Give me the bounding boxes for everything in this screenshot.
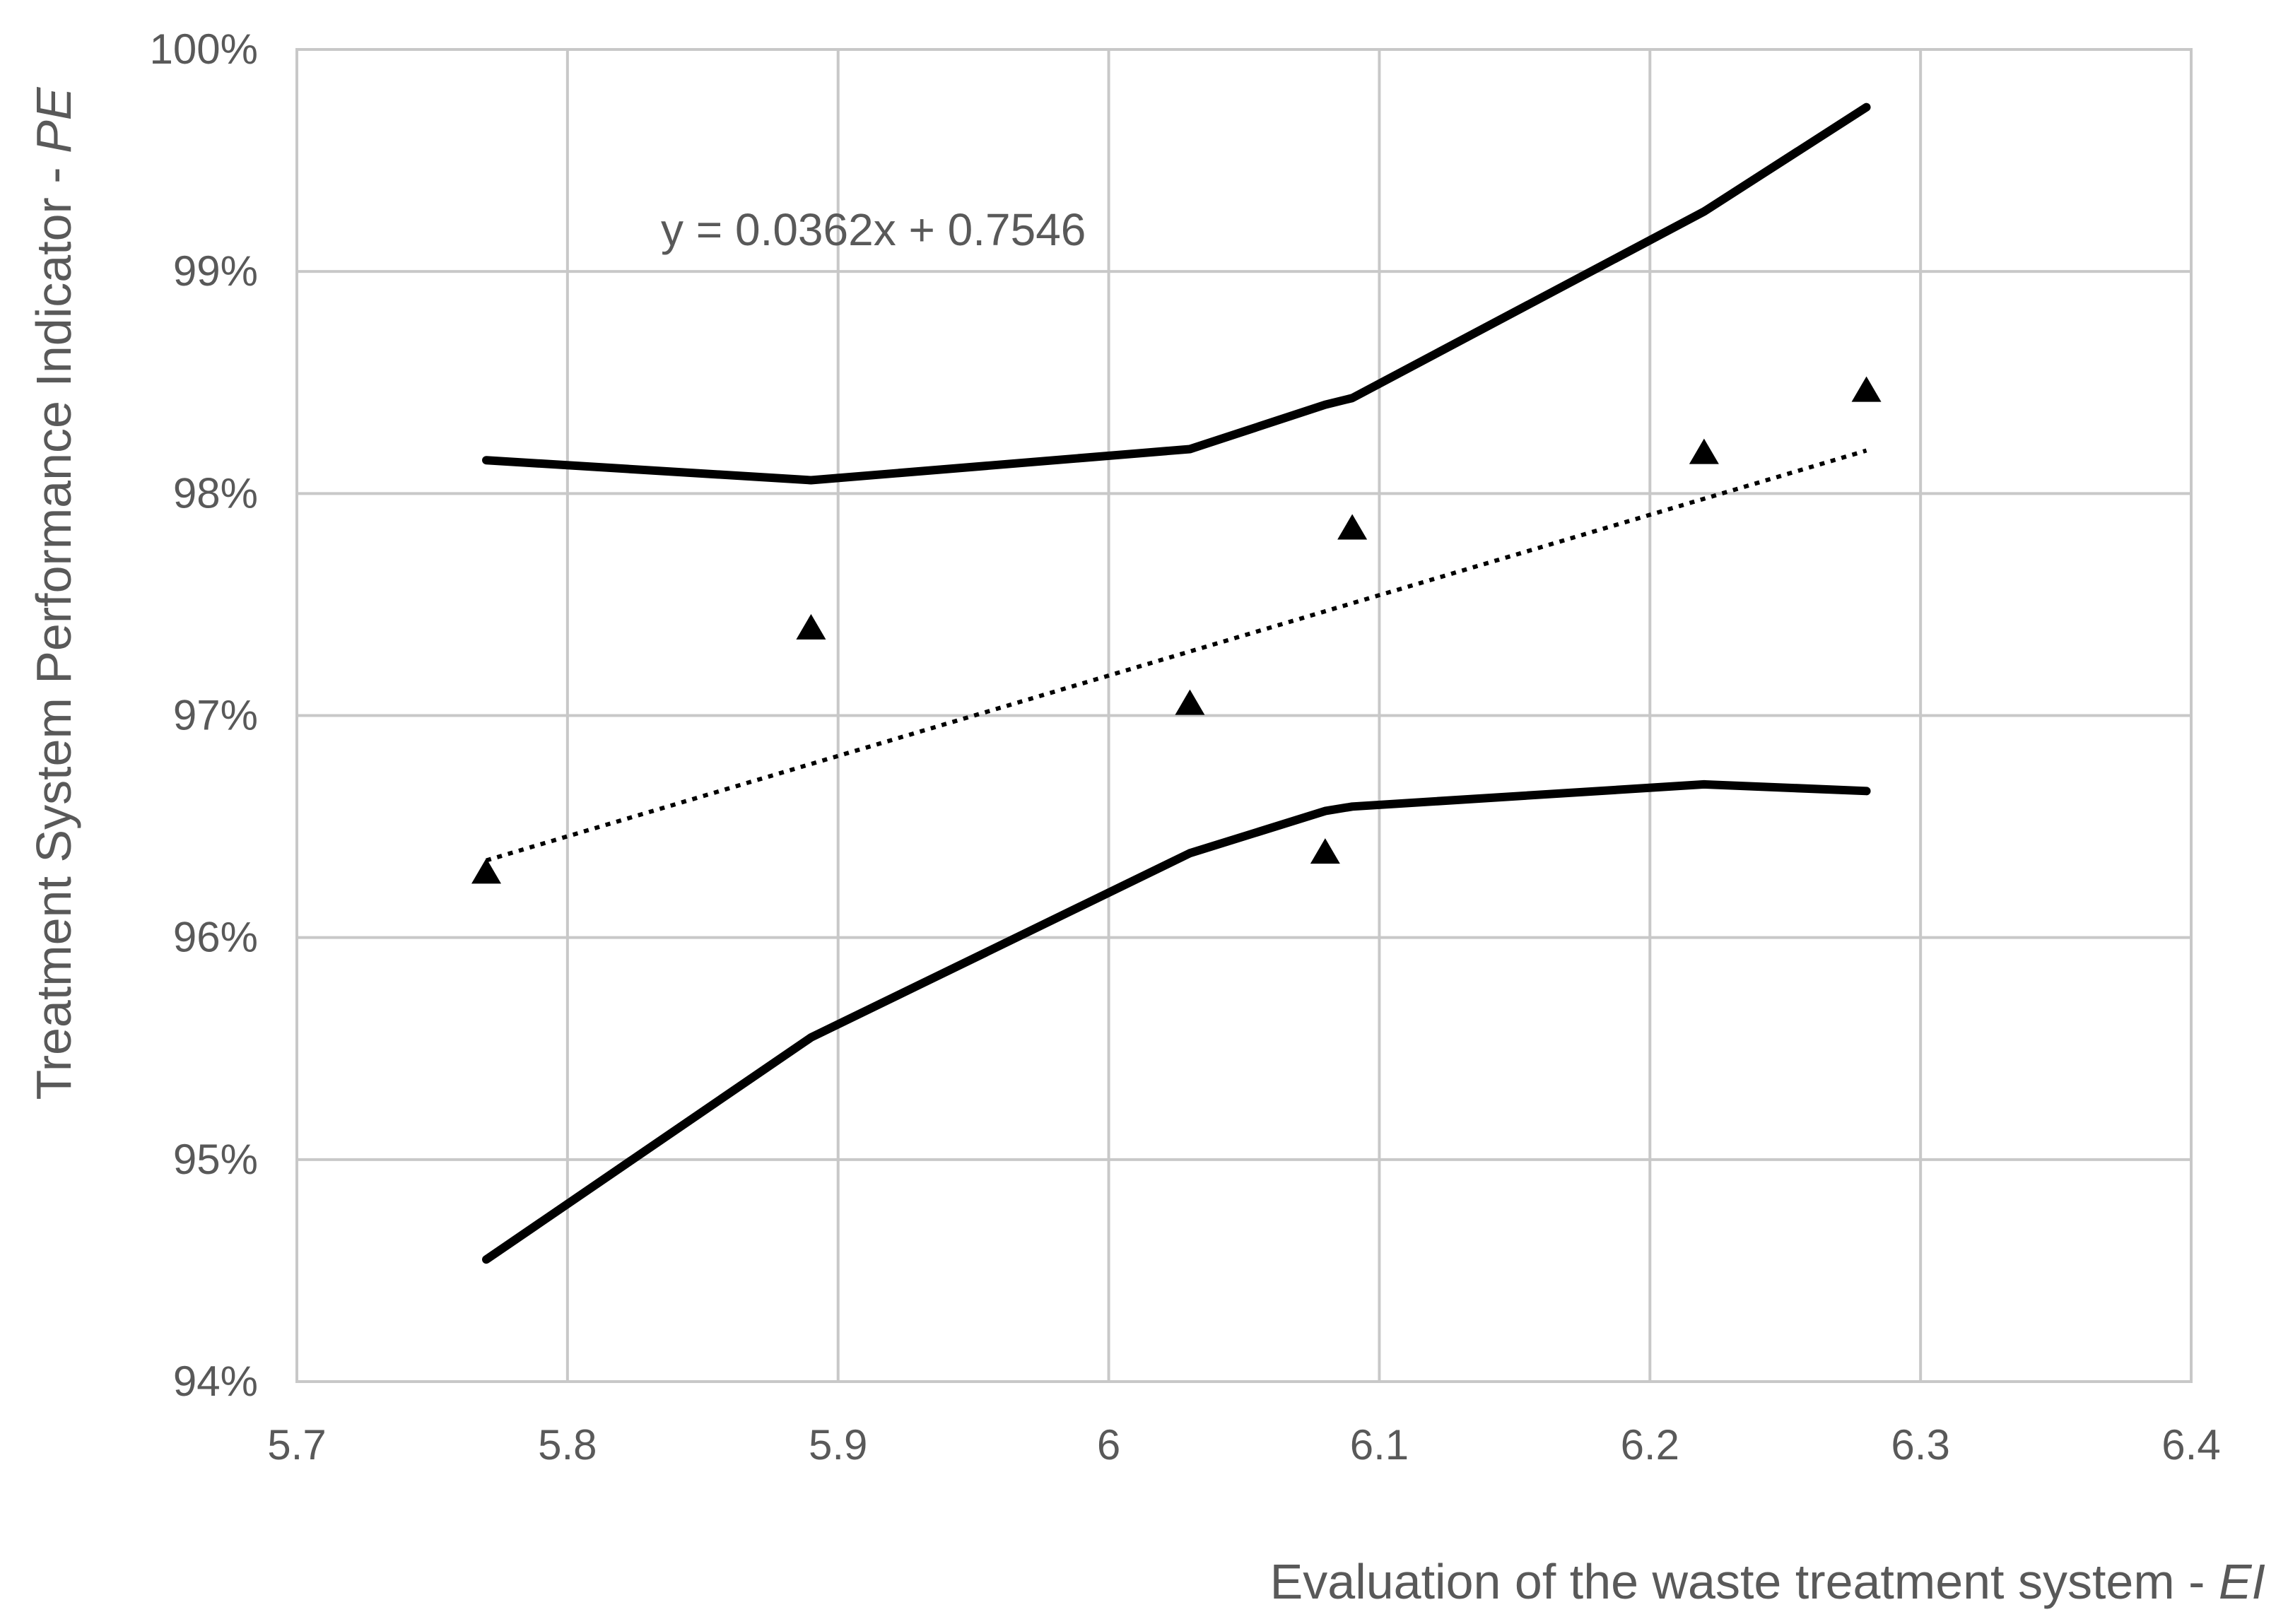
upper-bound-line xyxy=(482,102,1871,485)
y-tick-label: 98% xyxy=(173,469,258,517)
linear-trendline xyxy=(486,448,1867,863)
data-point-triangle xyxy=(1851,376,1882,402)
data-point-triangle xyxy=(1310,838,1340,864)
y-tick-label: 96% xyxy=(173,914,258,961)
x-axis-title: Evaluation of the waste treatment system… xyxy=(1270,1554,2265,1609)
data-point-triangle xyxy=(1175,689,1205,715)
x-tick-label: 6.3 xyxy=(1891,1421,1949,1469)
x-tick-label: 6 xyxy=(1097,1421,1120,1469)
x-tick-label: 6.2 xyxy=(1621,1421,1679,1469)
y-axis-title-text: Treatment System Performance Indicator - xyxy=(26,153,81,1100)
x-tick-labels: 5.7 5.8 5.9 6 6.1 6.2 6.3 6.4 xyxy=(267,1421,2220,1469)
x-axis-title-italic: EI xyxy=(2219,1554,2265,1609)
x-tick-label: 5.8 xyxy=(538,1421,597,1469)
trendline-equation: y = 0.0362x + 0.7546 xyxy=(661,204,1086,255)
plot-area-frame xyxy=(295,48,2193,1383)
y-tick-label: 95% xyxy=(173,1136,258,1183)
y-tick-label: 99% xyxy=(173,247,258,295)
data-point-triangle xyxy=(796,613,826,640)
data-point-triangle xyxy=(1337,514,1368,540)
lower-bound-line xyxy=(482,779,1871,1264)
series xyxy=(471,102,1882,1264)
data-point-triangle xyxy=(1689,438,1719,464)
x-tick-label: 6.4 xyxy=(2161,1421,2220,1469)
y-tick-label: 97% xyxy=(173,692,258,739)
y-tick-labels: 94% 95% 96% 97% 98% 99% 100% xyxy=(150,25,258,1405)
x-tick-label: 5.7 xyxy=(267,1421,326,1469)
x-tick-label: 5.9 xyxy=(809,1421,867,1469)
y-axis-title-italic: PE xyxy=(26,86,81,153)
data-point-triangle xyxy=(471,858,501,884)
y-tick-label: 100% xyxy=(150,25,258,73)
x-tick-label: 6.1 xyxy=(1350,1421,1409,1469)
y-axis-title: Treatment System Performance Indicator -… xyxy=(26,86,81,1100)
x-axis-title-text: Evaluation of the waste treatment system… xyxy=(1270,1554,2219,1609)
grid xyxy=(295,48,2193,1383)
y-tick-label: 94% xyxy=(173,1358,258,1405)
